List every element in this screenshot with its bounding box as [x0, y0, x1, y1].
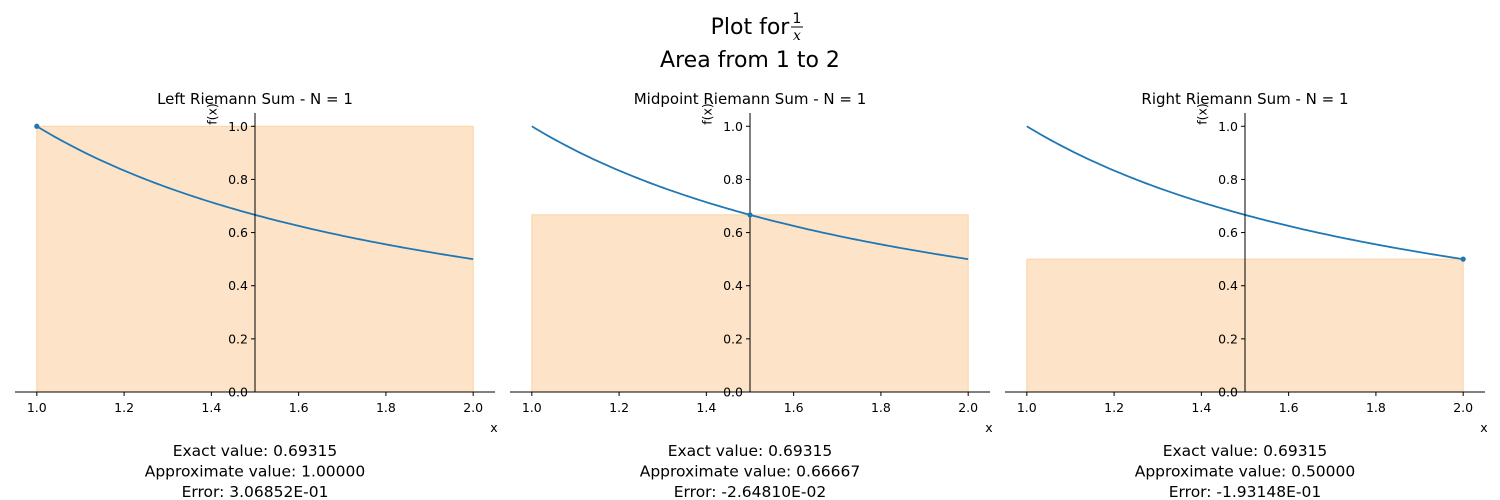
x-axis-label: x — [985, 420, 992, 435]
y-tick-label: 0.8 — [1218, 172, 1238, 187]
x-tick-label: 1.2 — [114, 400, 134, 415]
subplot-3: 1.0 1.2 1.4 1.6 1.8 2.0 0.0 0.2 0.4 0.6 0.8 1.0 x f(x… — [1005, 90, 1488, 500]
y-axis-label: f(x) — [205, 103, 220, 125]
y-tick-label: 0.4 — [1218, 278, 1238, 293]
x-tick-label: 1.0 — [1017, 400, 1037, 415]
y-tick-label: 0.4 — [723, 278, 743, 293]
approximate-value-text: Approximate value: 0.66667 — [640, 463, 861, 481]
title-fraction-numerator: 1 — [793, 11, 802, 27]
x-tick-label: 1.8 — [871, 400, 891, 415]
y-tick-label: 0.2 — [723, 331, 743, 346]
x-tick-label: 2.0 — [1453, 400, 1473, 415]
exact-value-text: Exact value: 0.69315 — [1163, 442, 1328, 460]
subplot-1: 1.0 1.2 1.4 1.6 1.8 2.0 0.0 0.2 0.4 0.6 0.8 1.0 x f(x… — [15, 90, 498, 500]
error-text: Error: 3.06852E-01 — [182, 483, 329, 500]
subplot-title: Left Riemann Sum - N = 1 — [157, 90, 353, 108]
x-tick-label: 2.0 — [958, 400, 978, 415]
approximate-value-text: Approximate value: 0.50000 — [1135, 463, 1356, 481]
sample-point — [747, 212, 753, 218]
x-axis-label: x — [490, 420, 497, 435]
y-tick-label: 0.2 — [1218, 331, 1238, 346]
exact-value-text: Exact value: 0.69315 — [173, 442, 338, 460]
subplot-panels: 1.0 1.2 1.4 1.6 1.8 2.0 0.0 0.2 0.4 0.6 0.8 1.0 x f(x… — [15, 90, 1488, 500]
sample-point — [1460, 256, 1466, 262]
subplot-title: Right Riemann Sum - N = 1 — [1141, 90, 1348, 108]
y-tick-label: 0.6 — [723, 225, 743, 240]
y-tick-label: 1.0 — [723, 119, 743, 134]
y-tick-label: 0.0 — [1218, 385, 1238, 400]
y-axis-label: f(x) — [1195, 103, 1210, 125]
x-tick-label: 1.2 — [609, 400, 629, 415]
subplot-2: 1.0 1.2 1.4 1.6 1.8 2.0 0.0 0.2 0.4 0.6 0.8 1.0 x f(x… — [510, 90, 993, 500]
y-tick-label: 0.8 — [723, 172, 743, 187]
x-tick-label: 1.6 — [1279, 400, 1299, 415]
y-tick-label: 0.0 — [228, 385, 248, 400]
y-tick-label: 0.4 — [228, 278, 248, 293]
x-tick-label: 1.2 — [1104, 400, 1124, 415]
error-text: Error: -1.93148E-01 — [1169, 483, 1321, 500]
y-tick-label: 1.0 — [228, 119, 248, 134]
y-tick-label: 0.6 — [1218, 225, 1238, 240]
x-tick-label: 1.4 — [696, 400, 716, 415]
x-axis-label: x — [1480, 420, 1487, 435]
x-tick-label: 2.0 — [463, 400, 483, 415]
x-tick-label: 1.0 — [27, 400, 47, 415]
figure-title: Plot for — [711, 15, 791, 40]
subplot-title: Midpoint Riemann Sum - N = 1 — [634, 90, 867, 108]
x-tick-label: 1.0 — [522, 400, 542, 415]
y-tick-label: 0.8 — [228, 172, 248, 187]
y-tick-label: 0.2 — [228, 331, 248, 346]
figure-subtitle: Area from 1 to 2 — [660, 48, 840, 73]
figure-title-prefix: Plot for — [711, 15, 791, 40]
sample-point — [34, 123, 40, 129]
x-tick-label: 1.4 — [1191, 400, 1211, 415]
x-tick-label: 1.8 — [1366, 400, 1386, 415]
x-tick-label: 1.4 — [201, 400, 221, 415]
y-tick-label: 0.0 — [723, 385, 743, 400]
exact-value-text: Exact value: 0.69315 — [668, 442, 833, 460]
approximate-value-text: Approximate value: 1.00000 — [145, 463, 366, 481]
y-tick-label: 1.0 — [1218, 119, 1238, 134]
error-text: Error: -2.64810E-02 — [674, 483, 826, 500]
y-axis-label: f(x) — [700, 103, 715, 125]
x-tick-label: 1.8 — [376, 400, 396, 415]
y-tick-label: 0.6 — [228, 225, 248, 240]
title-fraction-denominator: x — [793, 28, 801, 44]
x-tick-label: 1.6 — [784, 400, 804, 415]
x-tick-label: 1.6 — [289, 400, 309, 415]
